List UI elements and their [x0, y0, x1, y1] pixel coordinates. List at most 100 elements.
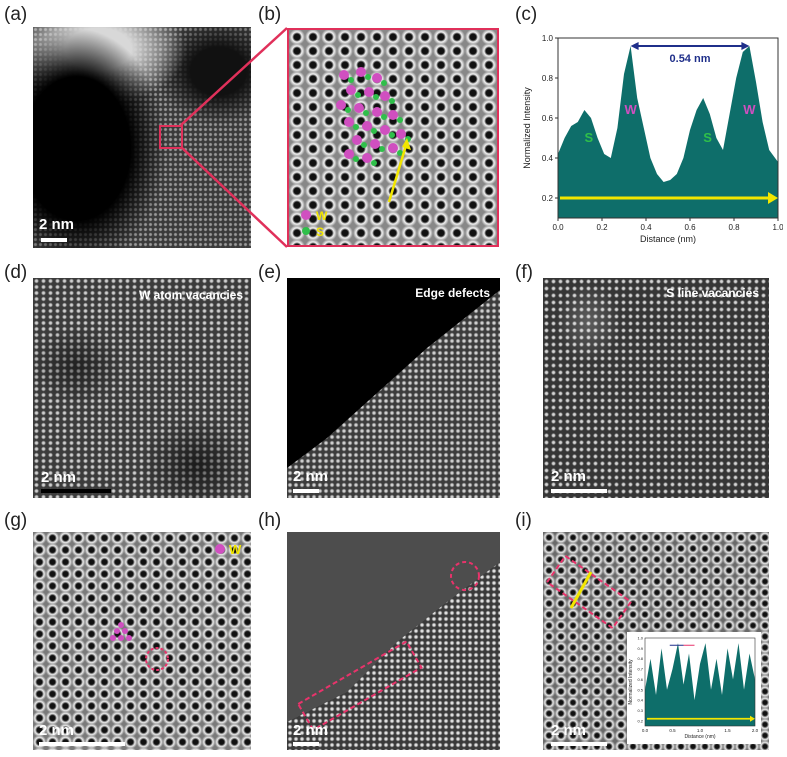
y-tick-label: 1.0 — [542, 34, 554, 43]
vacancy-circle-g — [145, 647, 169, 671]
inset-y-tick-label: 0.6 — [637, 677, 643, 682]
x-tick-label: 0.8 — [728, 223, 740, 232]
edge-defect-circle — [450, 561, 480, 591]
stem-image-i: 0.2 0.3 0.4 0.5 0.6 0.7 0.8 0.9 1.0 0.0 0.5 1.0 1.5 2… — [543, 532, 769, 750]
scale-label-a: 2 nm — [39, 216, 75, 233]
plot-frame — [557, 37, 779, 219]
stem-image-f: S line vacancies 2 nm — [543, 278, 769, 498]
profile-arrow-b — [387, 141, 409, 203]
s-atom — [381, 80, 387, 86]
atom-annotation: W — [624, 102, 637, 117]
s-atom — [371, 160, 377, 166]
w-atom — [354, 103, 364, 113]
panel-label-h: (h) — [258, 510, 282, 531]
w-atom — [380, 125, 390, 135]
scale-label-f: 2 nm — [551, 468, 587, 485]
scale-label-g: 2 nm — [39, 722, 75, 739]
scale-label-i: 2 nm — [551, 722, 587, 739]
zoom-region-box — [159, 125, 183, 149]
w-atom — [362, 121, 372, 131]
scale-bar-f — [551, 489, 607, 493]
intensity-profile-chart: 0.2 0.4 0.6 0.8 1.0 0.0 0.2 0.4 0.6 0.8 1.0 Distanc… — [522, 34, 783, 244]
scale-bar-g — [39, 742, 125, 746]
inset-x-axis-label: Distance (nm) — [684, 734, 715, 740]
w-atom — [352, 135, 362, 145]
x-axis-label: Distance (nm) — [640, 234, 696, 244]
w-atom — [344, 149, 354, 159]
w-atom — [362, 153, 372, 163]
scale-label-d: 2 nm — [41, 469, 77, 486]
legend-w-dot — [301, 210, 311, 220]
s-atom — [371, 128, 377, 134]
panel-label-f: (f) — [515, 262, 533, 283]
s-atom — [389, 98, 395, 104]
stem-image-e: Edge defects 2 nm — [287, 278, 500, 498]
w-atom — [364, 87, 374, 97]
w-atom — [380, 91, 390, 101]
profile-line-i — [569, 571, 593, 609]
s-atom — [379, 146, 385, 152]
panel-label-a: (a) — [4, 4, 28, 25]
w-atom — [396, 129, 406, 139]
atom-model-overlay: W S — [301, 67, 411, 239]
inset-frame — [644, 637, 756, 727]
legend-w-label: W — [316, 209, 328, 223]
inset-y-tick-label: 0.7 — [637, 667, 643, 672]
inset-profile-area — [645, 643, 755, 726]
inset-y-tick-label: 1.0 — [637, 636, 643, 641]
s-atom — [373, 94, 379, 100]
w-atom — [388, 110, 398, 120]
stem-image-d: W atom vacancies 2 nm — [33, 278, 251, 498]
stem-image-h: 2 nm — [287, 532, 500, 750]
scale-bar-i — [551, 742, 607, 746]
w-atom — [344, 117, 354, 127]
atom-annotation: S — [584, 130, 593, 145]
s-atom — [397, 150, 403, 156]
inset-x-tick-label: 1.0 — [697, 728, 704, 733]
scale-label-h: 2 nm — [293, 722, 329, 739]
caption-e: Edge defects — [415, 286, 490, 300]
inset-y-tick-label: 0.8 — [637, 656, 643, 661]
x-tick-label: 0.4 — [640, 223, 652, 232]
atom-annotation: W — [743, 102, 756, 117]
w-atom — [356, 67, 366, 77]
stem-image-a: 2 nm — [33, 27, 251, 248]
stem-image-g: W 2 nm — [33, 532, 251, 750]
w-atom — [372, 73, 382, 83]
panel-label-i: (i) — [515, 510, 532, 531]
edge-defect-box — [296, 640, 423, 732]
overlay-h — [287, 532, 500, 732]
w-atom — [370, 139, 380, 149]
scale-label-e: 2 nm — [293, 468, 329, 485]
s-atom — [397, 117, 403, 123]
x-tick-label: 0.6 — [684, 223, 696, 232]
inset-x-tick-label: 2.0 — [752, 728, 759, 733]
inset-y-tick-label: 0.9 — [637, 646, 643, 651]
s-atom — [381, 114, 387, 120]
s-atom — [348, 77, 354, 83]
w-atom — [336, 100, 346, 110]
distance-annotation: 0.54 nm — [670, 53, 711, 65]
s-atom — [363, 110, 369, 116]
legend-w-dot-g — [215, 544, 225, 554]
panel-label-e: (e) — [258, 262, 282, 283]
inset-y-axis-label: Normalized Intensity — [628, 659, 634, 705]
x-tick-label: 0.2 — [596, 223, 608, 232]
inset-x-tick-label: 0.5 — [669, 728, 676, 733]
s-atom — [389, 132, 395, 138]
w-atom — [346, 85, 356, 95]
panel-label-b: (b) — [258, 4, 282, 25]
inset-y-tick-label: 0.3 — [637, 708, 643, 713]
y-tick-label: 0.2 — [542, 194, 554, 203]
y-tick-label: 0.8 — [542, 74, 554, 83]
profile-arrowhead-b — [402, 138, 411, 150]
s-atom — [355, 92, 361, 98]
s-atom — [361, 142, 367, 148]
stem-image-b: W S — [287, 28, 499, 247]
panel-label-c: (c) — [515, 4, 538, 25]
y-tick-label: 0.4 — [542, 154, 554, 163]
scale-bar-a — [41, 238, 67, 242]
overlay-i — [545, 554, 633, 630]
inset-y-tick-label: 0.4 — [637, 698, 643, 703]
